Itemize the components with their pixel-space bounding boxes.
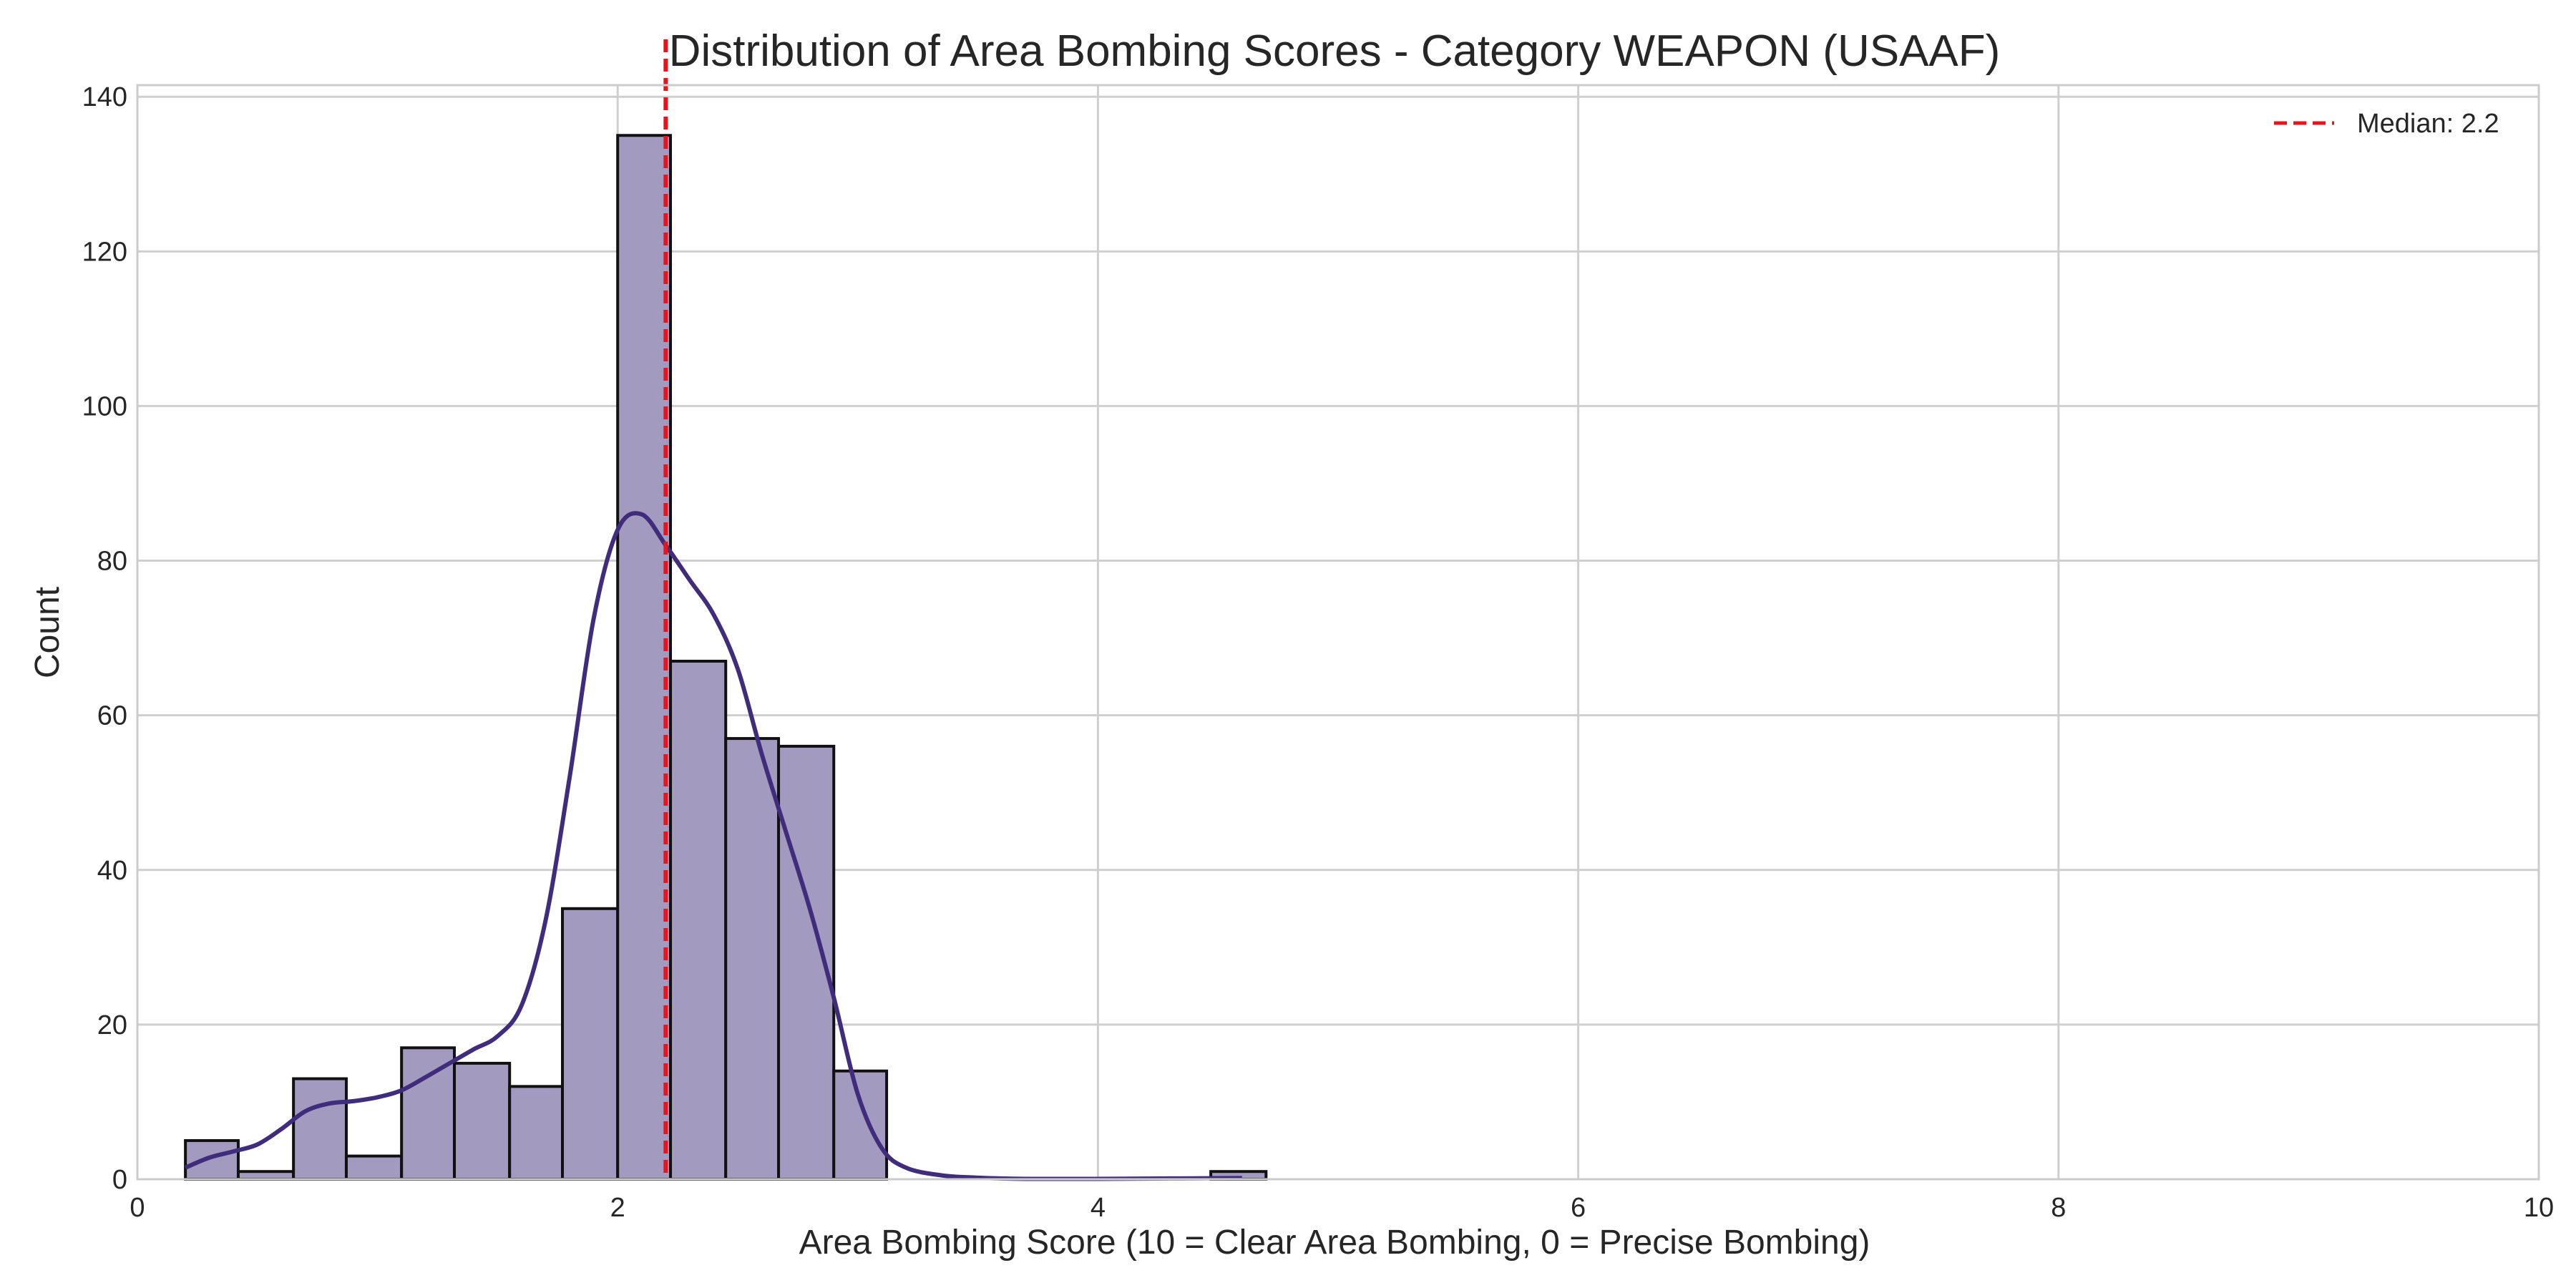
legend-median-label: Median: 2.2 <box>2357 109 2499 139</box>
x-tick-label: 2 <box>610 1193 625 1223</box>
y-tick-label: 40 <box>97 856 127 886</box>
x-tick-label: 0 <box>130 1193 145 1223</box>
x-tick-labels: 0 2 4 6 8 10 <box>130 1193 2554 1223</box>
x-axis-label: Area Bombing Score (10 = Clear Area Bomb… <box>799 1224 1870 1262</box>
y-tick-label: 140 <box>82 82 127 112</box>
y-axis-label: Count <box>29 587 67 678</box>
y-tick-label: 120 <box>82 237 127 267</box>
y-tick-labels: 0 20 40 60 80 100 120 140 <box>82 82 127 1195</box>
plot-frame <box>136 84 2540 1181</box>
histogram-bar <box>292 1077 348 1181</box>
histogram-bar <box>508 1085 565 1181</box>
histogram-bar <box>344 1154 404 1181</box>
histogram-bar <box>669 660 728 1181</box>
histogram-bar <box>236 1170 296 1181</box>
histogram-bars <box>184 134 1268 1181</box>
kde-curve <box>184 511 1242 1181</box>
y-tick-label: 60 <box>97 701 127 731</box>
y-tick-label: 80 <box>97 547 127 577</box>
kde-curve-group <box>184 511 1242 1181</box>
y-tick-label: 100 <box>82 391 127 421</box>
y-tick-label: 20 <box>97 1010 127 1040</box>
x-tick-label: 8 <box>2051 1193 2066 1223</box>
x-tick-label: 10 <box>2524 1193 2554 1223</box>
histogram-bar <box>184 1138 240 1181</box>
grid-lines <box>136 85 2540 1181</box>
histogram-bar <box>561 907 620 1181</box>
x-tick-label: 4 <box>1091 1193 1106 1223</box>
histogram-bar <box>832 1069 889 1181</box>
histogram-bar <box>616 134 673 1181</box>
legend: Median: 2.2 <box>2274 109 2499 139</box>
histogram-bar <box>724 737 781 1181</box>
x-tick-label: 6 <box>1571 1193 1586 1223</box>
y-tick-label: 0 <box>112 1165 127 1195</box>
chart-title: Distribution of Area Bombing Scores - Ca… <box>669 26 2001 76</box>
histogram-bar <box>452 1061 512 1181</box>
